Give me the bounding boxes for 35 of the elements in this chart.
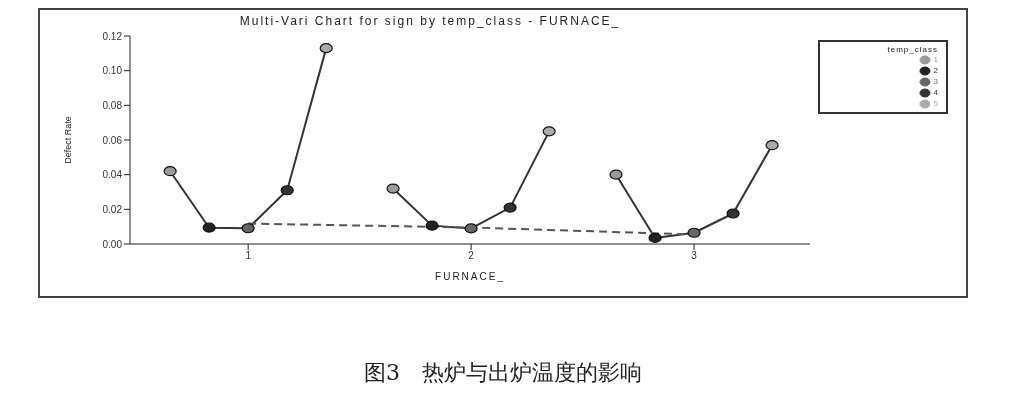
x-tick-label: 2 [468,250,475,262]
legend-label: 3 [933,77,938,86]
point [542,126,556,137]
legend-label: 5 [933,99,938,108]
point [503,202,517,213]
chart-title: Multi-Vari Chart for sign by temp_class - FURNACE_ [238,14,622,28]
point [609,169,623,180]
y-tick-label: 0.12 [102,30,123,42]
point [163,166,177,177]
legend-label: 4 [933,88,938,97]
y-tick-label: 0.06 [102,134,123,146]
point [280,185,294,196]
point [241,223,255,234]
caption: 图3 热炉与出炉温度的影响 [363,359,643,387]
legend-title: temp_class [886,45,938,54]
x-tick-label: 1 [245,250,252,262]
legend-label: 1 [933,55,938,64]
y-tick-label: 0.00 [102,238,123,250]
point [726,208,740,219]
point [648,232,662,244]
point [425,220,439,231]
y-axis-title: Defect Rate [63,116,74,164]
y-tick-label: 0.10 [102,65,123,77]
x-axis-title: FURNACE_ [435,271,505,282]
point [202,222,216,233]
y-tick-label: 0.04 [102,169,123,181]
point [765,140,779,151]
x-tick-label: 3 [691,250,698,262]
point [687,227,701,238]
point [319,43,333,54]
y-tick-label: 0.08 [102,99,123,111]
point [386,183,400,194]
y-tick-label: 0.02 [102,203,123,215]
point [464,223,478,234]
legend-label: 2 [933,66,938,75]
